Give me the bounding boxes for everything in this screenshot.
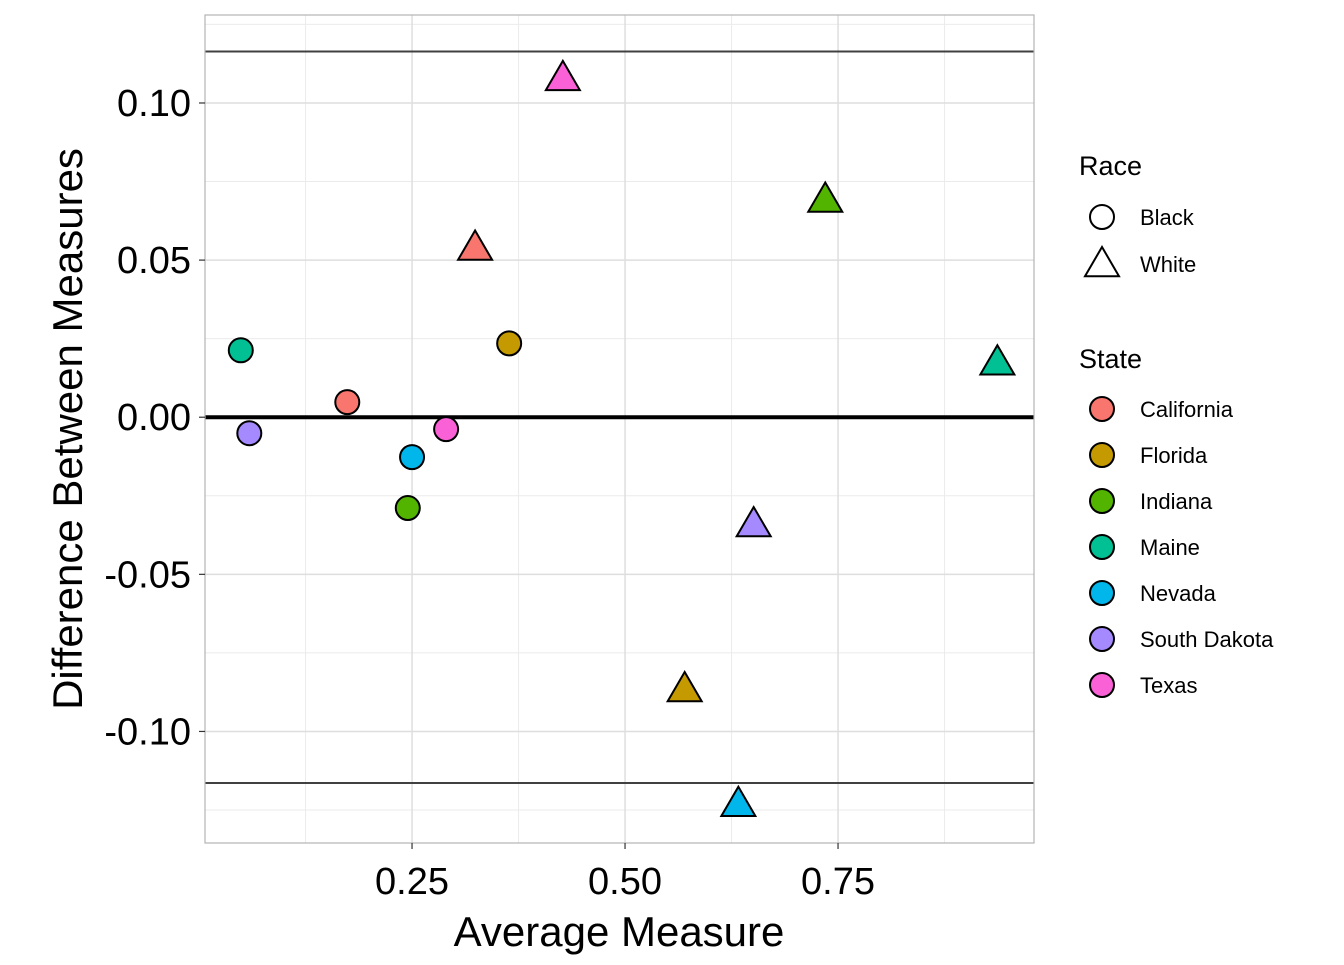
point-south-dakota-white [734, 505, 773, 538]
x-axis-label: Average Measure [454, 908, 785, 955]
point-florida-black [496, 330, 523, 357]
legend-label: Florida [1140, 443, 1208, 468]
point-maine-white [978, 343, 1017, 376]
legend-race-title: Race [1079, 151, 1142, 181]
point-california-black [334, 389, 361, 416]
legend-label: Black [1140, 205, 1195, 230]
plot-panel-border [204, 14, 1035, 844]
y-tick-label: -0.05 [104, 554, 191, 596]
point-florida-white [665, 670, 704, 703]
legend-state: State California Florida Indiana Maine Nevad… [1079, 344, 1274, 698]
legend-label: Indiana [1140, 489, 1213, 514]
legend-race: Race Black White [1079, 151, 1196, 278]
legend-label: White [1140, 252, 1196, 277]
y-tick-label: 0.05 [117, 240, 191, 282]
legend-label: Maine [1140, 535, 1200, 560]
legend-key-white [1083, 245, 1121, 278]
y-tick-label: -0.10 [104, 711, 191, 753]
legend-key-maine [1089, 534, 1115, 560]
y-axis-label: Difference Between Measures [44, 148, 91, 710]
y-tick-label: 0.10 [117, 83, 191, 125]
legend-key-south-dakota [1089, 626, 1115, 652]
legend-label: South Dakota [1140, 627, 1274, 652]
legend-key-black [1089, 204, 1115, 230]
legend-label: California [1140, 397, 1234, 422]
point-california-white [456, 228, 494, 261]
legend-label: Texas [1140, 673, 1197, 698]
legend-label: Nevada [1140, 581, 1217, 606]
point-maine-black [227, 337, 254, 364]
x-axis-ticks: 0.25 0.50 0.75 [375, 843, 875, 903]
point-nevada-black [399, 444, 426, 471]
point-indiana-white [806, 180, 844, 213]
legend-key-florida [1089, 442, 1115, 468]
legend-key-nevada [1089, 580, 1115, 606]
point-south-dakota-black [236, 420, 263, 447]
point-texas-white [544, 58, 582, 92]
legend-key-indiana [1089, 488, 1115, 514]
x-tick-label: 0.75 [801, 861, 875, 903]
data-points [227, 58, 1017, 817]
point-indiana-black [394, 495, 421, 522]
point-texas-black [433, 416, 460, 443]
x-tick-label: 0.50 [588, 861, 662, 903]
grid [205, 15, 1034, 843]
legend-key-california [1089, 396, 1115, 422]
point-nevada-white [719, 784, 758, 817]
y-axis-ticks: 0.10 0.05 0.00 -0.05 -0.10 [104, 83, 205, 753]
legend-state-title: State [1079, 344, 1142, 374]
x-tick-label: 0.25 [375, 861, 449, 903]
legend-key-texas [1089, 672, 1115, 698]
y-tick-label: 0.00 [117, 397, 191, 439]
reference-lines [205, 50, 1034, 784]
